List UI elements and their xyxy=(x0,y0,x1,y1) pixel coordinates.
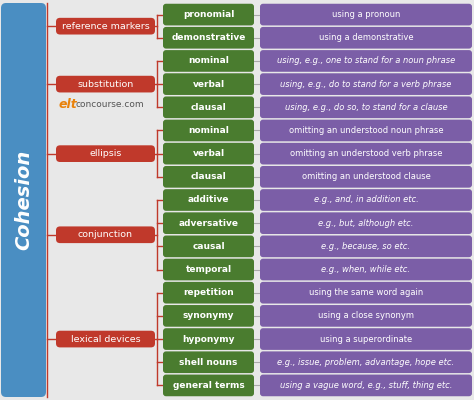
FancyBboxPatch shape xyxy=(260,259,472,280)
Text: causal: causal xyxy=(192,242,225,251)
FancyBboxPatch shape xyxy=(260,374,472,396)
FancyBboxPatch shape xyxy=(260,351,472,373)
FancyBboxPatch shape xyxy=(163,282,254,304)
FancyBboxPatch shape xyxy=(260,305,472,327)
Text: nominal: nominal xyxy=(188,126,229,135)
FancyBboxPatch shape xyxy=(163,236,254,257)
FancyBboxPatch shape xyxy=(56,76,155,92)
Text: clausal: clausal xyxy=(191,103,227,112)
FancyBboxPatch shape xyxy=(260,282,472,304)
FancyBboxPatch shape xyxy=(260,212,472,234)
Text: using the same word again: using the same word again xyxy=(309,288,423,297)
Text: nominal: nominal xyxy=(188,56,229,66)
Text: e.g., when, while etc.: e.g., when, while etc. xyxy=(321,265,410,274)
FancyBboxPatch shape xyxy=(260,96,472,118)
FancyBboxPatch shape xyxy=(1,3,46,397)
FancyBboxPatch shape xyxy=(163,259,254,280)
FancyBboxPatch shape xyxy=(163,374,254,396)
FancyBboxPatch shape xyxy=(163,27,254,49)
Text: hyponymy: hyponymy xyxy=(182,334,235,344)
Text: e.g., because, so etc.: e.g., because, so etc. xyxy=(321,242,410,251)
Text: elt: elt xyxy=(59,98,78,112)
FancyBboxPatch shape xyxy=(163,120,254,141)
Text: using a close synonym: using a close synonym xyxy=(318,311,414,320)
Text: using, e.g., one to stand for a noun phrase: using, e.g., one to stand for a noun phr… xyxy=(277,56,455,66)
Text: verbal: verbal xyxy=(192,149,225,158)
Text: adversative: adversative xyxy=(179,219,238,228)
FancyBboxPatch shape xyxy=(163,305,254,327)
Text: repetition: repetition xyxy=(183,288,234,297)
Text: additive: additive xyxy=(188,196,229,204)
Text: omitting an understood clause: omitting an understood clause xyxy=(301,172,430,181)
Text: using a vague word, e.g., stuff, thing etc.: using a vague word, e.g., stuff, thing e… xyxy=(280,381,452,390)
FancyBboxPatch shape xyxy=(163,73,254,95)
FancyBboxPatch shape xyxy=(163,189,254,211)
FancyBboxPatch shape xyxy=(163,50,254,72)
Text: omitting an understood noun phrase: omitting an understood noun phrase xyxy=(289,126,443,135)
Text: lexical devices: lexical devices xyxy=(71,334,140,344)
FancyBboxPatch shape xyxy=(260,236,472,257)
FancyBboxPatch shape xyxy=(260,143,472,164)
FancyBboxPatch shape xyxy=(56,226,155,243)
FancyBboxPatch shape xyxy=(163,212,254,234)
Text: using a demonstrative: using a demonstrative xyxy=(319,33,413,42)
Text: concourse.com: concourse.com xyxy=(76,100,145,110)
Text: ellipsis: ellipsis xyxy=(89,149,122,158)
FancyBboxPatch shape xyxy=(56,18,155,34)
FancyBboxPatch shape xyxy=(260,4,472,26)
FancyBboxPatch shape xyxy=(260,189,472,211)
Text: temporal: temporal xyxy=(185,265,232,274)
Text: conjunction: conjunction xyxy=(78,230,133,239)
FancyBboxPatch shape xyxy=(260,50,472,72)
Text: using a pronoun: using a pronoun xyxy=(332,10,400,19)
Text: Cohesion: Cohesion xyxy=(14,150,33,250)
Text: e.g., and, in addition etc.: e.g., and, in addition etc. xyxy=(314,196,419,204)
Text: shell nouns: shell nouns xyxy=(179,358,237,367)
FancyBboxPatch shape xyxy=(163,166,254,188)
Text: using, e.g., do so, to stand for a clause: using, e.g., do so, to stand for a claus… xyxy=(285,103,447,112)
Text: demonstrative: demonstrative xyxy=(171,33,246,42)
FancyBboxPatch shape xyxy=(260,328,472,350)
FancyBboxPatch shape xyxy=(260,120,472,141)
FancyBboxPatch shape xyxy=(163,328,254,350)
FancyBboxPatch shape xyxy=(163,96,254,118)
FancyBboxPatch shape xyxy=(163,351,254,373)
FancyBboxPatch shape xyxy=(260,73,472,95)
Text: verbal: verbal xyxy=(192,80,225,89)
Text: pronomial: pronomial xyxy=(183,10,234,19)
FancyBboxPatch shape xyxy=(260,27,472,49)
FancyBboxPatch shape xyxy=(163,4,254,26)
Text: e.g., but, although etc.: e.g., but, although etc. xyxy=(319,219,414,228)
Text: e.g., issue, problem, advantage, hope etc.: e.g., issue, problem, advantage, hope et… xyxy=(277,358,455,367)
FancyBboxPatch shape xyxy=(260,166,472,188)
Text: reference markers: reference markers xyxy=(62,22,149,31)
Text: clausal: clausal xyxy=(191,172,227,181)
Text: using, e.g., do to stand for a verb phrase: using, e.g., do to stand for a verb phra… xyxy=(280,80,452,89)
Text: substitution: substitution xyxy=(77,80,134,89)
FancyBboxPatch shape xyxy=(56,331,155,348)
Text: general terms: general terms xyxy=(173,381,245,390)
Text: using a superordinate: using a superordinate xyxy=(320,334,412,344)
FancyBboxPatch shape xyxy=(163,143,254,164)
FancyBboxPatch shape xyxy=(56,145,155,162)
Text: omitting an understood verb phrase: omitting an understood verb phrase xyxy=(290,149,442,158)
Text: synonymy: synonymy xyxy=(183,311,234,320)
